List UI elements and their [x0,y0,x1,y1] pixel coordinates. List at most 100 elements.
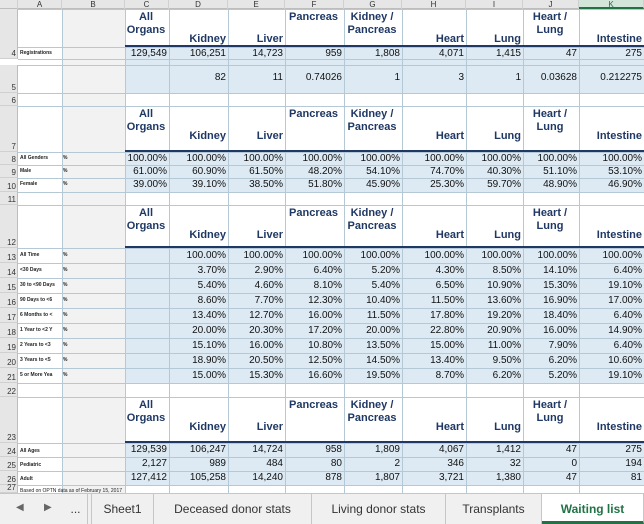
data-cell[interactable]: 38.50% [249,179,283,190]
age-label[interactable]: Pediatric [20,462,42,468]
data-cell[interactable]: 15.00% [192,370,226,381]
data-cell[interactable] [125,355,167,367]
data-cell[interactable]: 14.50% [366,355,400,366]
data-cell[interactable]: 4,067 [438,444,464,455]
column-header-h[interactable]: H [402,0,466,9]
data-cell[interactable]: 4,071 [438,48,464,59]
data-cell[interactable]: 100.00% [360,250,400,261]
data-cell[interactable]: 18.40% [543,310,577,321]
data-cell[interactable]: 106,247 [189,444,226,455]
waiting-time-label[interactable]: 1 Year to <2 Y [20,327,53,333]
data-cell[interactable]: 100.00% [481,153,521,164]
data-cell[interactable]: 105,258 [189,472,226,483]
waiting-time-label[interactable]: 30 to <90 Days [20,282,55,288]
data-cell[interactable]: 47 [565,472,577,483]
row-header[interactable]: 23 [0,397,18,443]
data-cell[interactable]: 6.40% [613,310,642,321]
data-cell[interactable]: 80 [330,458,342,469]
data-cell[interactable]: 39.00% [133,179,167,190]
data-cell[interactable]: 16.90% [543,295,577,306]
data-cell[interactable]: 14,240 [252,472,283,483]
data-cell[interactable]: 15.30% [543,280,577,291]
age-label[interactable]: Adult [20,476,33,482]
data-cell[interactable]: 10.90% [487,280,521,291]
column-header-j[interactable]: J [523,0,579,9]
data-cell[interactable]: 275 [625,444,642,455]
column-header-c[interactable]: C [125,0,169,9]
data-cell[interactable]: 19.10% [608,280,642,291]
data-cell[interactable]: 10.80% [308,340,342,351]
data-cell[interactable] [125,370,167,382]
data-cell[interactable]: 15.10% [192,340,226,351]
data-cell[interactable]: 100.00% [302,153,342,164]
data-cell[interactable]: 127,412 [130,472,167,483]
row-header[interactable]: 24 [0,443,18,457]
more-sheets-button[interactable]: ... [64,494,88,524]
prev-sheet-icon[interactable]: ◀ [16,502,24,513]
data-cell[interactable]: 6.20% [548,355,577,366]
data-cell[interactable]: 14.90% [608,325,642,336]
data-cell[interactable]: 14,724 [252,444,283,455]
data-cell[interactable] [125,280,167,292]
data-cell[interactable]: 61.00% [133,166,167,177]
gender-label[interactable]: All Genders [20,155,49,161]
data-cell[interactable]: 5.20% [548,370,577,381]
row-header[interactable]: 19 [0,338,18,353]
row-header[interactable]: 15 [0,278,18,293]
data-cell[interactable]: 6.40% [613,340,642,351]
ratio-cell[interactable]: 3 [458,72,464,83]
data-cell[interactable]: 25.30% [430,179,464,190]
column-header-e[interactable]: E [228,0,285,9]
data-cell[interactable]: 8.10% [313,280,342,291]
data-cell[interactable]: 11.50% [430,295,464,306]
data-cell[interactable]: 484 [266,458,283,469]
column-header-a[interactable]: A [18,0,62,9]
data-cell[interactable]: 13.50% [366,340,400,351]
data-cell[interactable]: 53.10% [608,166,642,177]
row-header[interactable]: 20 [0,353,18,368]
data-cell[interactable]: 10.40% [366,295,400,306]
row-header[interactable]: 8 [0,152,18,165]
row-header[interactable]: 18 [0,323,18,338]
data-cell[interactable]: 6.20% [492,370,521,381]
data-cell[interactable]: 12.70% [249,310,283,321]
data-cell[interactable]: 45.90% [366,179,400,190]
data-cell[interactable]: 12.50% [308,355,342,366]
row-header[interactable]: 5 [0,65,18,93]
waiting-time-label[interactable]: 3 Years to <5 [20,357,51,363]
data-cell[interactable]: 1,380 [495,472,521,483]
age-label[interactable]: All Ages [20,448,40,454]
data-cell[interactable]: 16.60% [308,370,342,381]
row-header[interactable]: 10 [0,178,18,192]
data-cell[interactable]: 74.70% [430,166,464,177]
data-cell[interactable]: 7.70% [254,295,283,306]
data-cell[interactable]: 18.90% [192,355,226,366]
waiting-time-label[interactable]: All Time [20,252,40,258]
waiting-time-label[interactable]: 2 Years to <3 [20,342,51,348]
data-cell[interactable]: 48.90% [543,179,577,190]
data-cell[interactable] [125,250,167,262]
data-cell[interactable]: 51.10% [543,166,577,177]
data-cell[interactable]: 2 [394,458,400,469]
data-cell[interactable]: 20.00% [192,325,226,336]
data-cell[interactable]: 16.00% [308,310,342,321]
data-cell[interactable]: 100.00% [186,250,226,261]
column-header-g[interactable]: G [344,0,402,9]
data-cell[interactable]: 17.20% [308,325,342,336]
data-cell[interactable]: 11.50% [366,310,400,321]
data-cell[interactable]: 100.00% [602,250,642,261]
row-header[interactable]: 12 [0,205,18,248]
tab-living-donor-stats[interactable]: Living donor stats [312,494,446,524]
row-header[interactable]: 4 [0,47,18,59]
column-header-k[interactable]: K [579,0,644,9]
tab-deceased-donor-stats[interactable]: Deceased donor stats [154,494,312,524]
select-all-corner[interactable] [0,0,18,9]
data-cell[interactable]: 1,807 [374,472,400,483]
data-cell[interactable]: 129,539 [130,444,167,455]
data-cell[interactable]: 4.30% [435,265,464,276]
data-cell[interactable]: 2,127 [141,458,167,469]
row-header[interactable]: 26 [0,471,18,485]
waiting-time-label[interactable]: 90 Days to <6 [20,297,53,303]
data-cell[interactable]: 100.00% [537,250,577,261]
data-cell[interactable]: 54.10% [366,166,400,177]
